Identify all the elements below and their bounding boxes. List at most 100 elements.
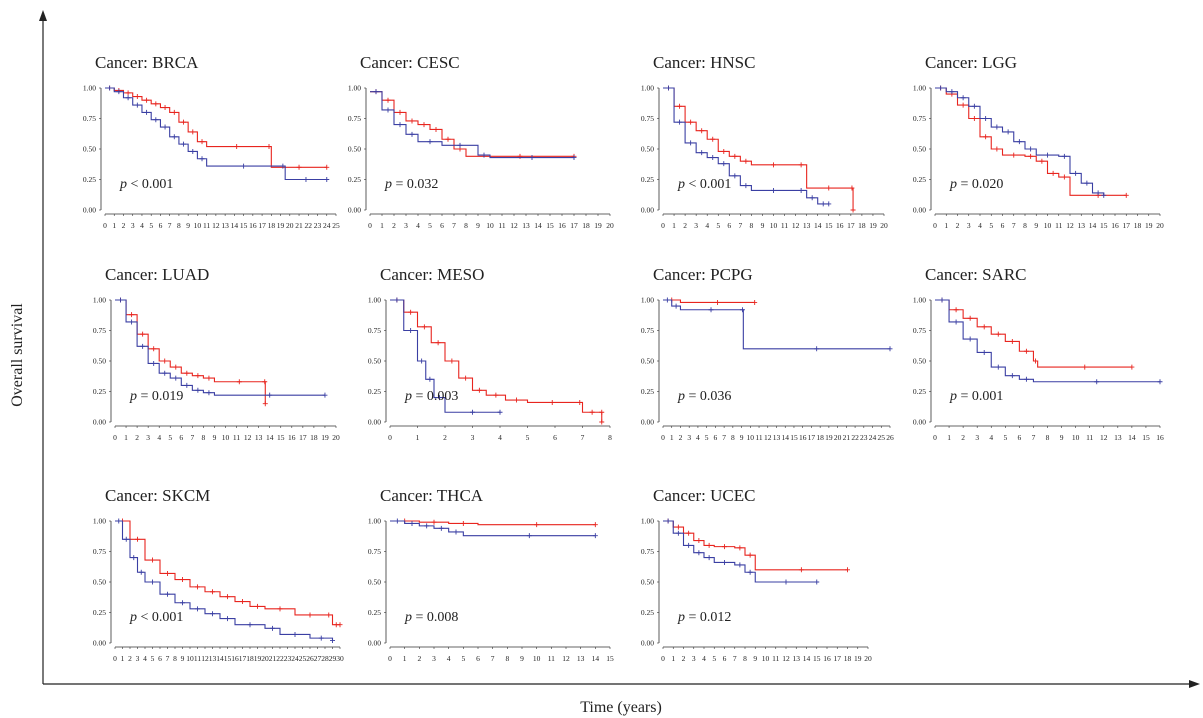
y-tick-label: 1.00 <box>913 296 926 305</box>
censor-mark <box>1095 190 1101 196</box>
x-tick-label: 2 <box>128 654 132 663</box>
x-tick-label: 24 <box>323 221 331 230</box>
x-tick-label: 6 <box>553 433 557 442</box>
censor-mark <box>526 533 532 539</box>
censor-mark <box>1033 358 1039 364</box>
x-tick-label: 17 <box>808 433 816 442</box>
y-tick-label: 0.75 <box>368 547 381 556</box>
censor-mark <box>165 570 170 576</box>
x-tick-label: 11 <box>203 221 210 230</box>
x-tick-label: 0 <box>388 654 392 663</box>
x-tick-label: 21 <box>269 654 277 663</box>
x-tick-label: 11 <box>194 654 201 663</box>
censor-mark <box>138 569 144 575</box>
censor-mark <box>409 131 415 137</box>
x-tick-label: 3 <box>687 433 691 442</box>
x-tick-label: 12 <box>782 654 790 663</box>
y-tick-label: 0.50 <box>641 357 654 366</box>
x-tick-label: 7 <box>733 654 737 663</box>
x-tick-label: 8 <box>202 433 206 442</box>
x-tick-label: 1 <box>380 221 384 230</box>
censor-mark <box>324 177 330 182</box>
survival-curve-red <box>105 87 327 168</box>
x-tick-label: 0 <box>933 433 937 442</box>
censor-mark <box>571 155 577 161</box>
censor-mark <box>118 297 124 303</box>
x-tick-label: 17 <box>834 654 842 663</box>
x-tick-label: 5 <box>526 433 530 442</box>
x-tick-label: 1 <box>670 433 674 442</box>
y-tick-label: 0.25 <box>368 387 381 396</box>
censor-mark <box>706 555 712 561</box>
x-tick-label: 4 <box>157 433 161 442</box>
censor-mark <box>125 90 131 96</box>
x-tick-label: 20 <box>880 221 888 230</box>
censor-mark <box>673 303 679 309</box>
censor-mark <box>721 161 727 167</box>
x-tick-label: 1 <box>416 433 420 442</box>
censor-mark <box>814 346 820 352</box>
censor-mark <box>330 638 335 644</box>
y-tick-label: 0.00 <box>83 206 96 215</box>
x-tick-label: 11 <box>498 221 505 230</box>
x-tick-label: 28 <box>321 654 329 663</box>
censor-mark <box>1028 153 1034 159</box>
y-tick-label: 0.25 <box>641 608 654 617</box>
x-tick-label: 10 <box>533 654 541 663</box>
survival-curve-blue <box>663 520 817 583</box>
censor-mark <box>798 567 804 573</box>
censor-mark <box>715 299 721 305</box>
x-tick-label: 3 <box>967 221 971 230</box>
x-tick-label: 3 <box>975 433 979 442</box>
censor-mark <box>971 116 977 121</box>
censor-mark <box>180 600 185 606</box>
figure-y-axis-arrow <box>39 10 47 21</box>
x-tick-label: 6 <box>1018 433 1022 442</box>
censor-mark <box>983 134 989 140</box>
p-value-label: p = 0.019 <box>129 389 183 404</box>
x-tick-label: 2 <box>443 433 447 442</box>
x-tick-label: 2 <box>682 654 686 663</box>
censor-mark <box>397 122 403 128</box>
survival-curve-red <box>935 87 1127 196</box>
y-tick-label: 1.00 <box>641 296 654 305</box>
x-tick-label: 0 <box>388 433 392 442</box>
censor-mark <box>1009 373 1015 379</box>
survival-curve-blue <box>390 299 500 413</box>
panel-title: Cancer: CESC <box>360 53 460 72</box>
x-tick-label: 4 <box>978 221 982 230</box>
x-tick-label: 2 <box>961 433 965 442</box>
x-tick-label: 1 <box>121 654 125 663</box>
x-tick-label: 13 <box>255 433 263 442</box>
x-tick-label: 11 <box>233 433 240 442</box>
censor-mark <box>534 522 540 528</box>
x-tick-label: 10 <box>1044 221 1052 230</box>
x-tick-label: 13 <box>221 221 229 230</box>
x-tick-label: 2 <box>135 433 139 442</box>
censor-mark <box>686 530 692 536</box>
x-tick-label: 1 <box>112 221 116 230</box>
y-tick-label: 0.00 <box>641 639 654 648</box>
x-tick-label: 9 <box>181 654 185 663</box>
panel-title: Cancer: LGG <box>925 53 1017 72</box>
censor-mark <box>476 387 482 393</box>
x-tick-label: 4 <box>498 433 502 442</box>
x-tick-label: 5 <box>149 221 153 230</box>
x-tick-label: 15 <box>813 654 821 663</box>
y-tick-label: 0.50 <box>93 578 106 587</box>
censor-mark <box>326 612 332 618</box>
x-tick-label: 19 <box>825 433 833 442</box>
x-tick-label: 27 <box>314 654 322 663</box>
censor-mark <box>771 162 776 168</box>
censor-mark <box>953 319 959 325</box>
panel-title: Cancer: LUAD <box>105 265 209 284</box>
x-tick-label: 16 <box>558 221 566 230</box>
x-tick-label: 8 <box>464 221 468 230</box>
censor-mark <box>814 579 820 585</box>
censor-mark <box>699 150 705 156</box>
censor-mark <box>427 139 433 145</box>
